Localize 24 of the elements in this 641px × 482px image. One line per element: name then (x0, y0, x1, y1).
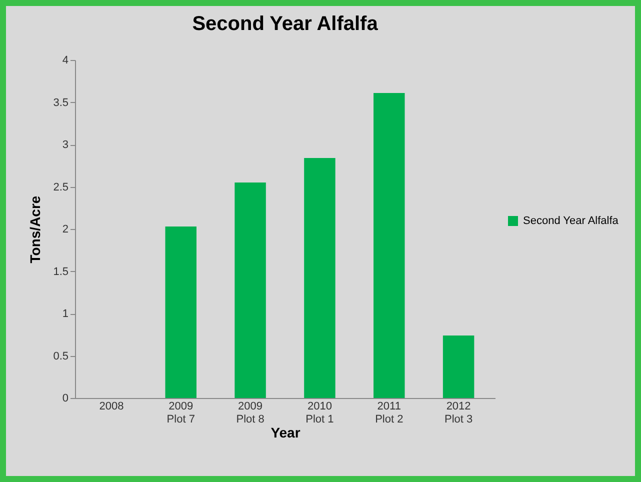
bar (165, 226, 196, 398)
y-tick-label: 1 (62, 308, 68, 320)
y-tick-label: 2 (62, 224, 68, 236)
bar (442, 335, 474, 398)
y-tick-label: 0.5 (53, 350, 68, 362)
y-tick-label: 0 (62, 392, 68, 404)
chart-title: Second Year Alfalfa (192, 13, 379, 35)
x-tick-label: 2011 Plot 2 (375, 400, 404, 426)
x-tick-label: 2009 Plot 7 (166, 400, 195, 426)
y-tick-label: 4 (62, 54, 68, 66)
x-tick-label: 2010 Plot 1 (306, 400, 334, 426)
bar (304, 158, 336, 398)
legend-label: Second Year Alfalfa (523, 215, 620, 227)
y-tick-label: 2.5 (53, 181, 68, 194)
x-axis-title: Year (270, 424, 301, 440)
y-tick-label: 3 (62, 139, 68, 151)
bar (234, 182, 266, 398)
x-tick-label: 2009 Plot 8 (236, 400, 264, 426)
x-tick-label: 2012 Plot 3 (444, 400, 473, 426)
y-axis-title: Tons/Acre (27, 196, 44, 264)
x-tick-label: 2008 (99, 400, 124, 412)
bar (374, 92, 405, 398)
y-tick-label: 3.5 (53, 96, 68, 109)
y-tick-label: 1.5 (53, 266, 68, 278)
